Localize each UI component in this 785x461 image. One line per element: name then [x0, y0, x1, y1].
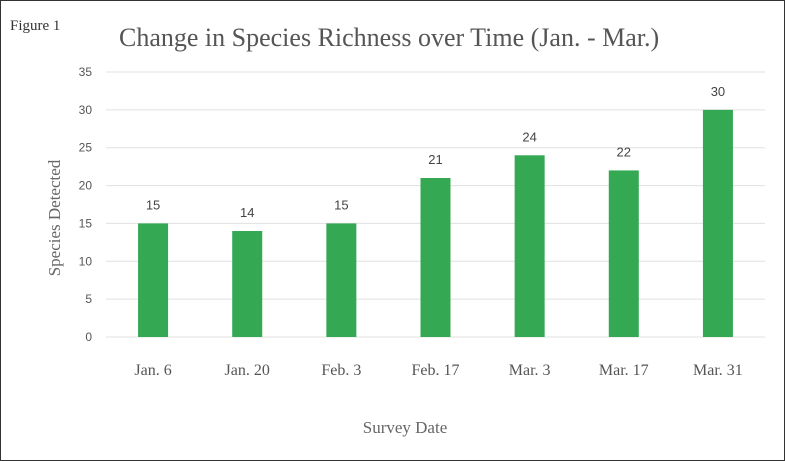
y-tick-label: 20: [79, 179, 93, 193]
data-label: 21: [428, 152, 442, 167]
bar: [420, 178, 451, 337]
x-tick-label: Feb. 17: [412, 362, 460, 379]
y-tick-label: 15: [79, 216, 93, 230]
y-axis-title: Species Detected: [45, 159, 64, 276]
y-tick-label: 35: [79, 65, 93, 79]
bar: [702, 109, 733, 337]
bar: [608, 170, 639, 337]
data-label: 14: [240, 205, 254, 220]
x-tick-label: Mar. 3: [509, 362, 551, 379]
data-label: 24: [522, 129, 536, 144]
y-axis-ticks: 0 5 10 15 20 25 30 35: [79, 65, 93, 344]
bar: [232, 231, 263, 337]
y-tick-label: 30: [79, 103, 93, 117]
x-tick-label: Jan. 20: [225, 362, 270, 379]
bar: [326, 223, 357, 337]
bars: [138, 109, 733, 337]
data-label: 30: [711, 84, 725, 99]
x-tick-label: Mar. 31: [693, 362, 743, 379]
y-tick-label: 0: [85, 330, 92, 344]
x-tick-label: Jan. 6: [134, 362, 171, 379]
data-label: 15: [146, 197, 160, 212]
data-label: 22: [617, 144, 631, 159]
y-tick-label: 25: [79, 141, 93, 155]
data-labels: 15 14 15 21 24 22 30: [146, 84, 725, 220]
chart-title: Change in Species Richness over Time (Ja…: [119, 23, 660, 52]
data-label: 15: [334, 197, 348, 212]
x-axis-title: Survey Date: [363, 418, 448, 437]
y-tick-label: 5: [85, 292, 92, 306]
bar: [138, 223, 169, 337]
figure-label: Figure 1: [10, 18, 61, 34]
bar: [514, 155, 545, 337]
y-tick-label: 10: [79, 254, 93, 268]
x-tick-label: Feb. 3: [321, 362, 361, 379]
x-axis-ticks: Jan. 6 Jan. 20 Feb. 3 Feb. 17 Mar. 3 Mar. 17 M…: [134, 362, 742, 379]
x-tick-label: Mar. 17: [599, 362, 649, 379]
